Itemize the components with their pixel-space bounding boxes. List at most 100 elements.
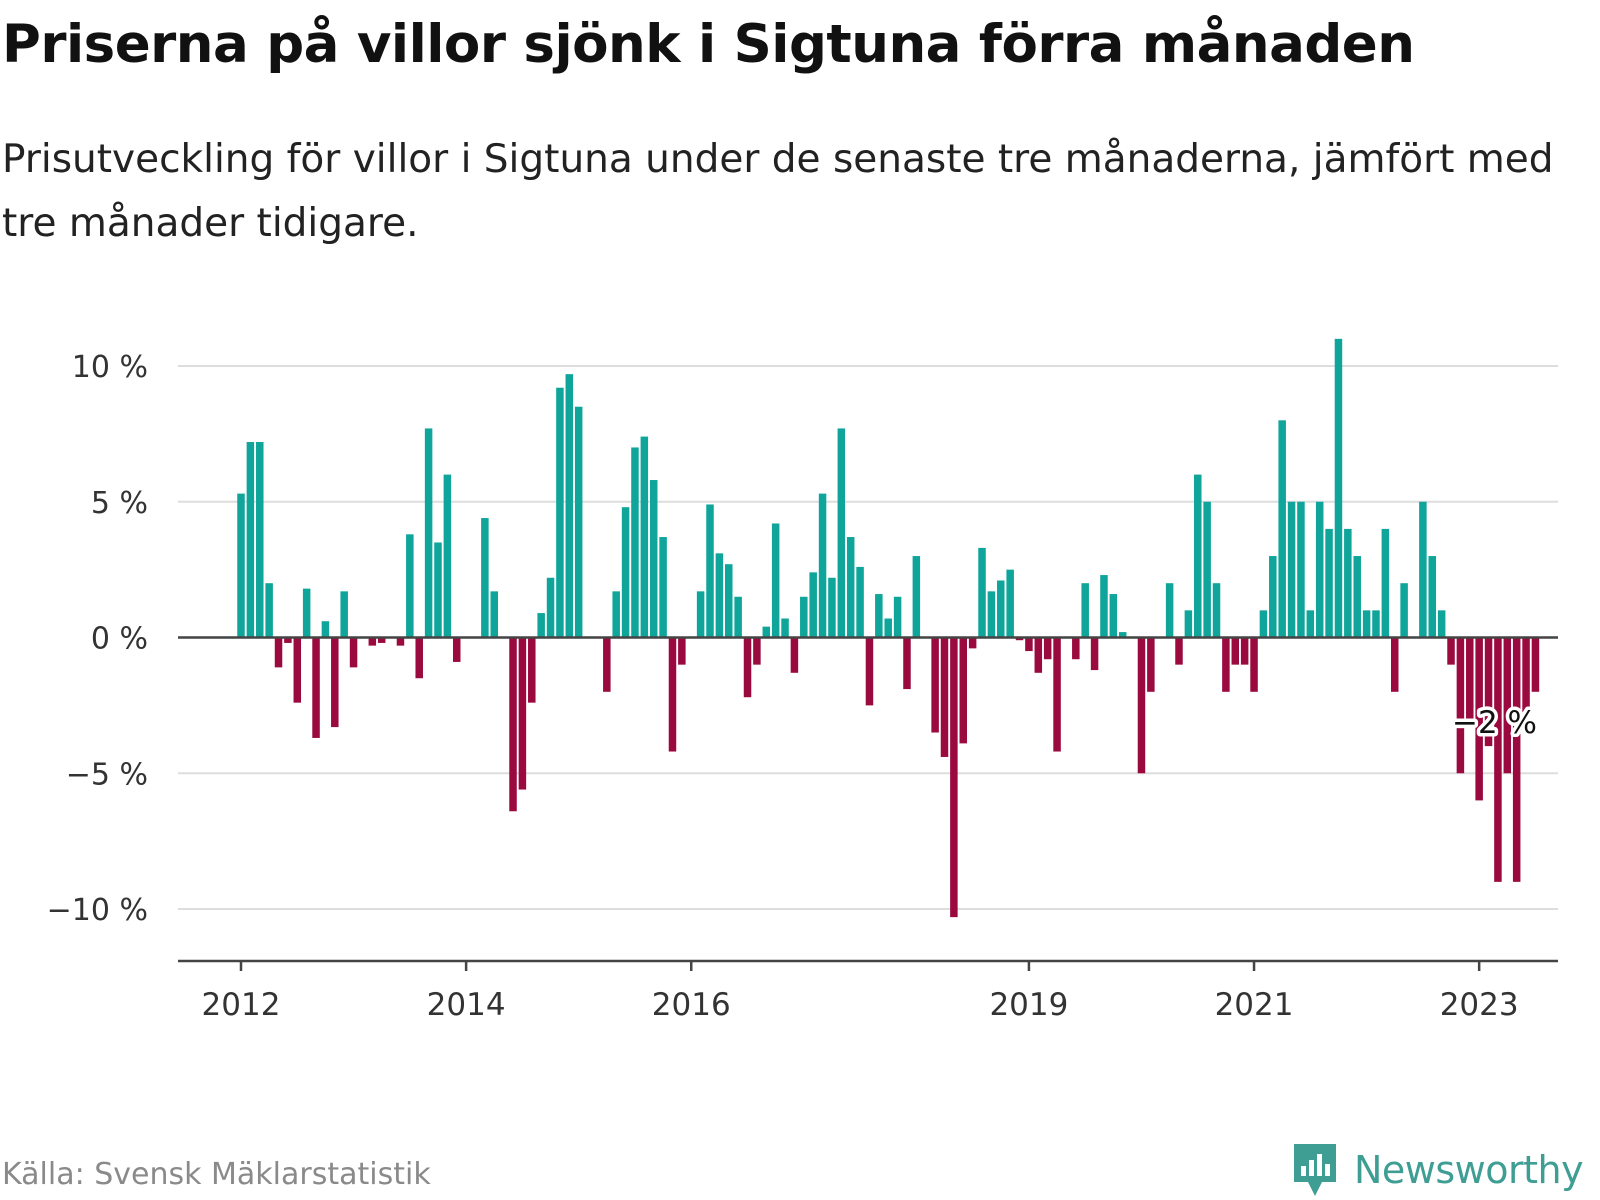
bar xyxy=(556,387,564,638)
bar xyxy=(1372,610,1380,638)
bar xyxy=(443,474,452,638)
axes xyxy=(178,636,1558,963)
bar xyxy=(546,577,555,638)
bar xyxy=(321,621,330,638)
bar xyxy=(565,374,574,638)
bar xyxy=(1100,575,1108,638)
bar xyxy=(1512,637,1521,882)
bar xyxy=(884,618,892,638)
bar xyxy=(875,594,883,638)
bar xyxy=(837,428,846,638)
bar xyxy=(1147,637,1155,692)
bar xyxy=(725,564,733,638)
bar xyxy=(274,637,283,668)
bar xyxy=(893,596,902,638)
bar xyxy=(828,577,836,638)
bar xyxy=(940,637,949,757)
bar xyxy=(1353,556,1361,638)
bar xyxy=(1043,637,1052,660)
bar xyxy=(406,534,414,638)
bar xyxy=(1034,637,1043,673)
bar xyxy=(1090,637,1099,671)
bar xyxy=(237,493,245,638)
x-tick-label: 2021 xyxy=(1215,987,1294,1023)
bar xyxy=(1475,637,1483,801)
annotation-label: −2 % xyxy=(1452,705,1537,741)
y-tick-label: 5 % xyxy=(91,486,148,521)
chart-title: Priserna på villor sjönk i Sigtuna förra… xyxy=(2,14,1415,75)
bar xyxy=(978,547,986,638)
bar xyxy=(1437,610,1446,638)
bar xyxy=(331,637,339,728)
bar xyxy=(640,436,649,638)
bar xyxy=(753,637,761,665)
bar xyxy=(1278,420,1286,638)
bar xyxy=(1006,569,1014,638)
bar xyxy=(1269,556,1277,638)
bar xyxy=(1231,637,1240,665)
bar xyxy=(518,637,527,790)
bar xyxy=(1212,583,1221,638)
x-axis-tick-labels: 2012 2014 2016 2019 2021 2023 xyxy=(202,961,1519,1023)
bar xyxy=(574,406,583,638)
bar xyxy=(950,637,958,918)
bar xyxy=(1390,637,1399,692)
bar xyxy=(1503,637,1512,774)
bar xyxy=(1456,637,1465,774)
x-tick-label: 2016 xyxy=(652,987,731,1023)
bar xyxy=(734,596,742,638)
bar xyxy=(340,591,348,638)
bar-chart: 10 % 5 % 0 % −5 % −10 % 2012 2014 2016 2019 2021… xyxy=(47,338,1558,1023)
bar xyxy=(424,428,433,638)
bar xyxy=(396,637,405,646)
source-note: Källa: Svensk Mäklarstatistik xyxy=(2,1157,431,1192)
bar xyxy=(762,626,771,638)
brand-name: Newsworthy xyxy=(1354,1148,1584,1192)
bar xyxy=(987,591,996,638)
bar xyxy=(1250,637,1258,692)
bar xyxy=(528,637,536,703)
y-tick-label: −10 % xyxy=(47,893,148,928)
bar xyxy=(1381,528,1390,638)
bar xyxy=(284,637,292,643)
y-tick-label: 10 % xyxy=(72,350,148,385)
bar xyxy=(349,637,358,668)
bar xyxy=(1531,637,1540,692)
bar xyxy=(415,637,423,679)
bar xyxy=(1315,501,1324,638)
bar xyxy=(1259,610,1268,638)
bar xyxy=(1325,528,1333,638)
bar xyxy=(246,442,255,638)
bar xyxy=(621,507,630,638)
bar xyxy=(715,553,724,638)
bar xyxy=(912,556,921,638)
bar xyxy=(631,447,639,638)
y-tick-label: 0 % xyxy=(91,622,148,657)
bar xyxy=(931,637,939,733)
bar xyxy=(452,637,461,662)
bar xyxy=(800,596,808,638)
bar xyxy=(1466,637,1474,719)
bar xyxy=(481,518,489,638)
bar xyxy=(509,637,517,812)
bar xyxy=(706,504,714,638)
bar xyxy=(997,580,1005,638)
bar xyxy=(377,637,386,643)
x-tick-label: 2019 xyxy=(989,987,1068,1023)
bar xyxy=(1053,637,1061,752)
bar xyxy=(1240,637,1249,665)
bar xyxy=(1072,637,1080,660)
bar xyxy=(743,637,752,698)
bar xyxy=(434,542,442,638)
x-tick-label: 2012 xyxy=(202,987,281,1023)
bar xyxy=(1306,610,1315,638)
bar xyxy=(603,637,611,692)
bar xyxy=(1419,501,1427,638)
bar xyxy=(659,537,667,638)
bar xyxy=(1484,637,1493,747)
bar xyxy=(1287,501,1296,638)
bar xyxy=(1344,528,1352,638)
bar xyxy=(1118,632,1127,638)
bar xyxy=(818,493,827,638)
bar xyxy=(1334,338,1343,638)
